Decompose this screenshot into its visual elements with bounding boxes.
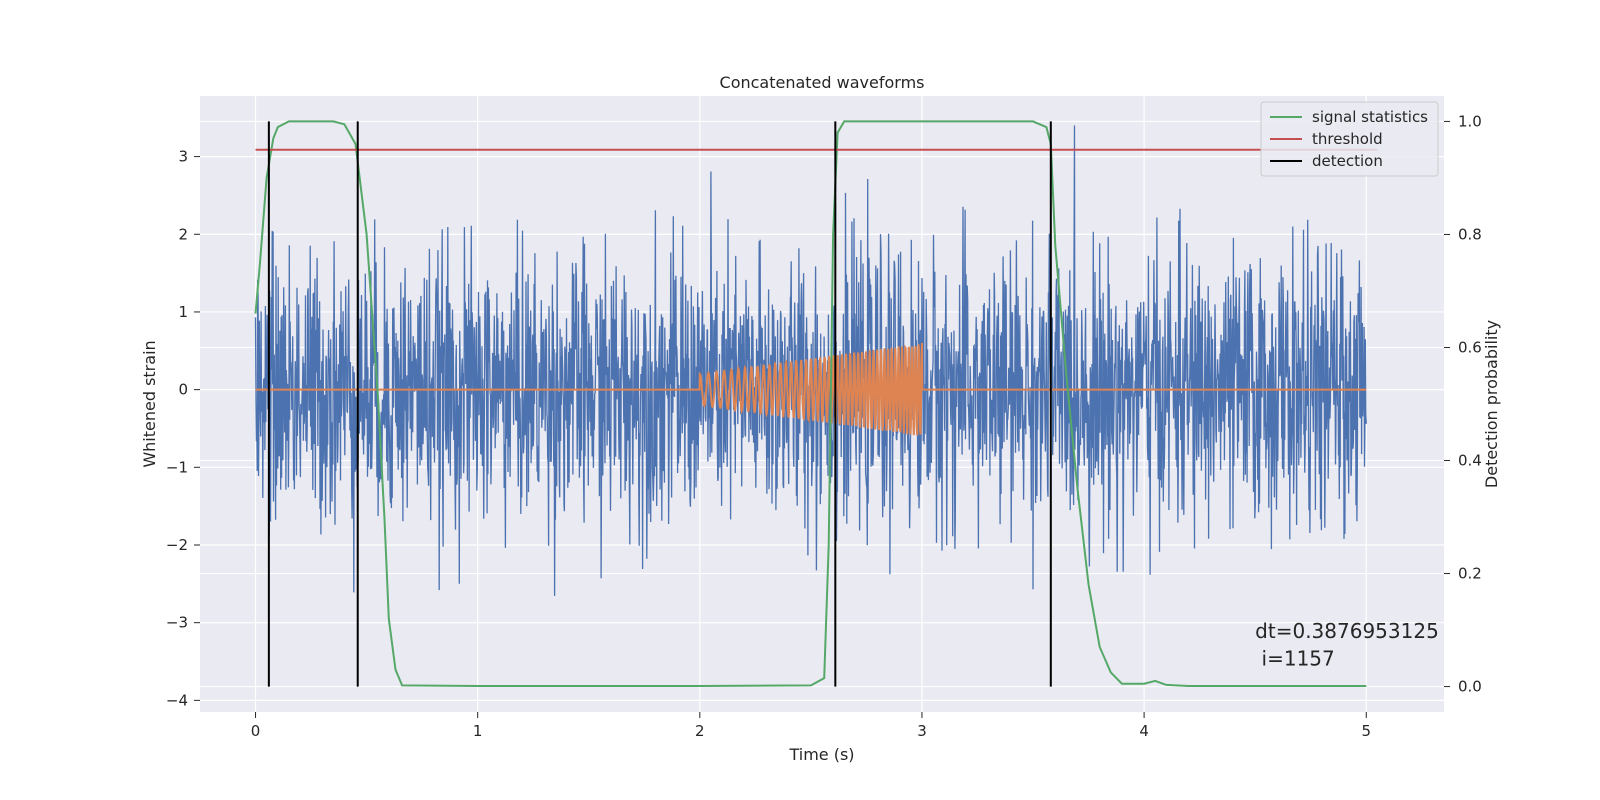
series-signal-statistics-line xyxy=(254,120,1367,687)
annotation-index: i=1157 xyxy=(1255,646,1335,670)
y-tick-label: −3 xyxy=(166,614,188,632)
y-axis-label: Whitened strain xyxy=(140,340,159,467)
grid xyxy=(200,96,1444,712)
y-tick-label: 2 xyxy=(178,225,188,243)
y2-tick-label: 1.0 xyxy=(1458,112,1482,130)
y2-tick-label: 0.8 xyxy=(1458,225,1482,243)
y-tick-label: −2 xyxy=(166,536,188,554)
legend-label-detection: detection xyxy=(1312,152,1383,170)
series-layer xyxy=(254,120,1378,687)
x-tick-label: 1 xyxy=(473,722,483,740)
legend-label-signal-statistics: signal statistics xyxy=(1312,108,1428,126)
y-tick-label: −4 xyxy=(166,691,188,709)
legend-label-threshold: threshold xyxy=(1312,130,1383,148)
y-tick-label: 0 xyxy=(178,381,188,399)
x-tick-label: 2 xyxy=(695,722,705,740)
legend-box xyxy=(1260,101,1439,177)
x-tick-label: 4 xyxy=(1139,722,1149,740)
y-tick-label: 3 xyxy=(178,148,188,166)
x-tick-label: 5 xyxy=(1361,722,1371,740)
series-noise-line xyxy=(254,125,1367,596)
y-tick-label: 1 xyxy=(178,303,188,321)
x-tick-label: 0 xyxy=(251,722,261,740)
x-axis-label: Time (s) xyxy=(788,745,854,764)
ticks: 0 1 2 3 4 5 −4 −3 −2 −1 0 1 2 3 0.0 0.2 0.4 0.6 0.8 1.0 xyxy=(166,112,1482,740)
y2-tick-label: 0.2 xyxy=(1458,565,1482,583)
y2-tick-label: 0.4 xyxy=(1458,452,1482,470)
legend: signal statistics threshold detection xyxy=(1260,101,1439,177)
y2-tick-label: 0.0 xyxy=(1458,678,1482,696)
y2-axis-label: Detection probability xyxy=(1482,320,1501,488)
annotation-dt: dt=0.3876953125 xyxy=(1255,619,1439,643)
chart-title: Concatenated waveforms xyxy=(720,73,925,92)
y2-tick-label: 0.6 xyxy=(1458,338,1482,356)
series-chirp-line xyxy=(255,342,1367,436)
y-tick-label: −1 xyxy=(166,458,188,476)
x-tick-label: 3 xyxy=(917,722,927,740)
